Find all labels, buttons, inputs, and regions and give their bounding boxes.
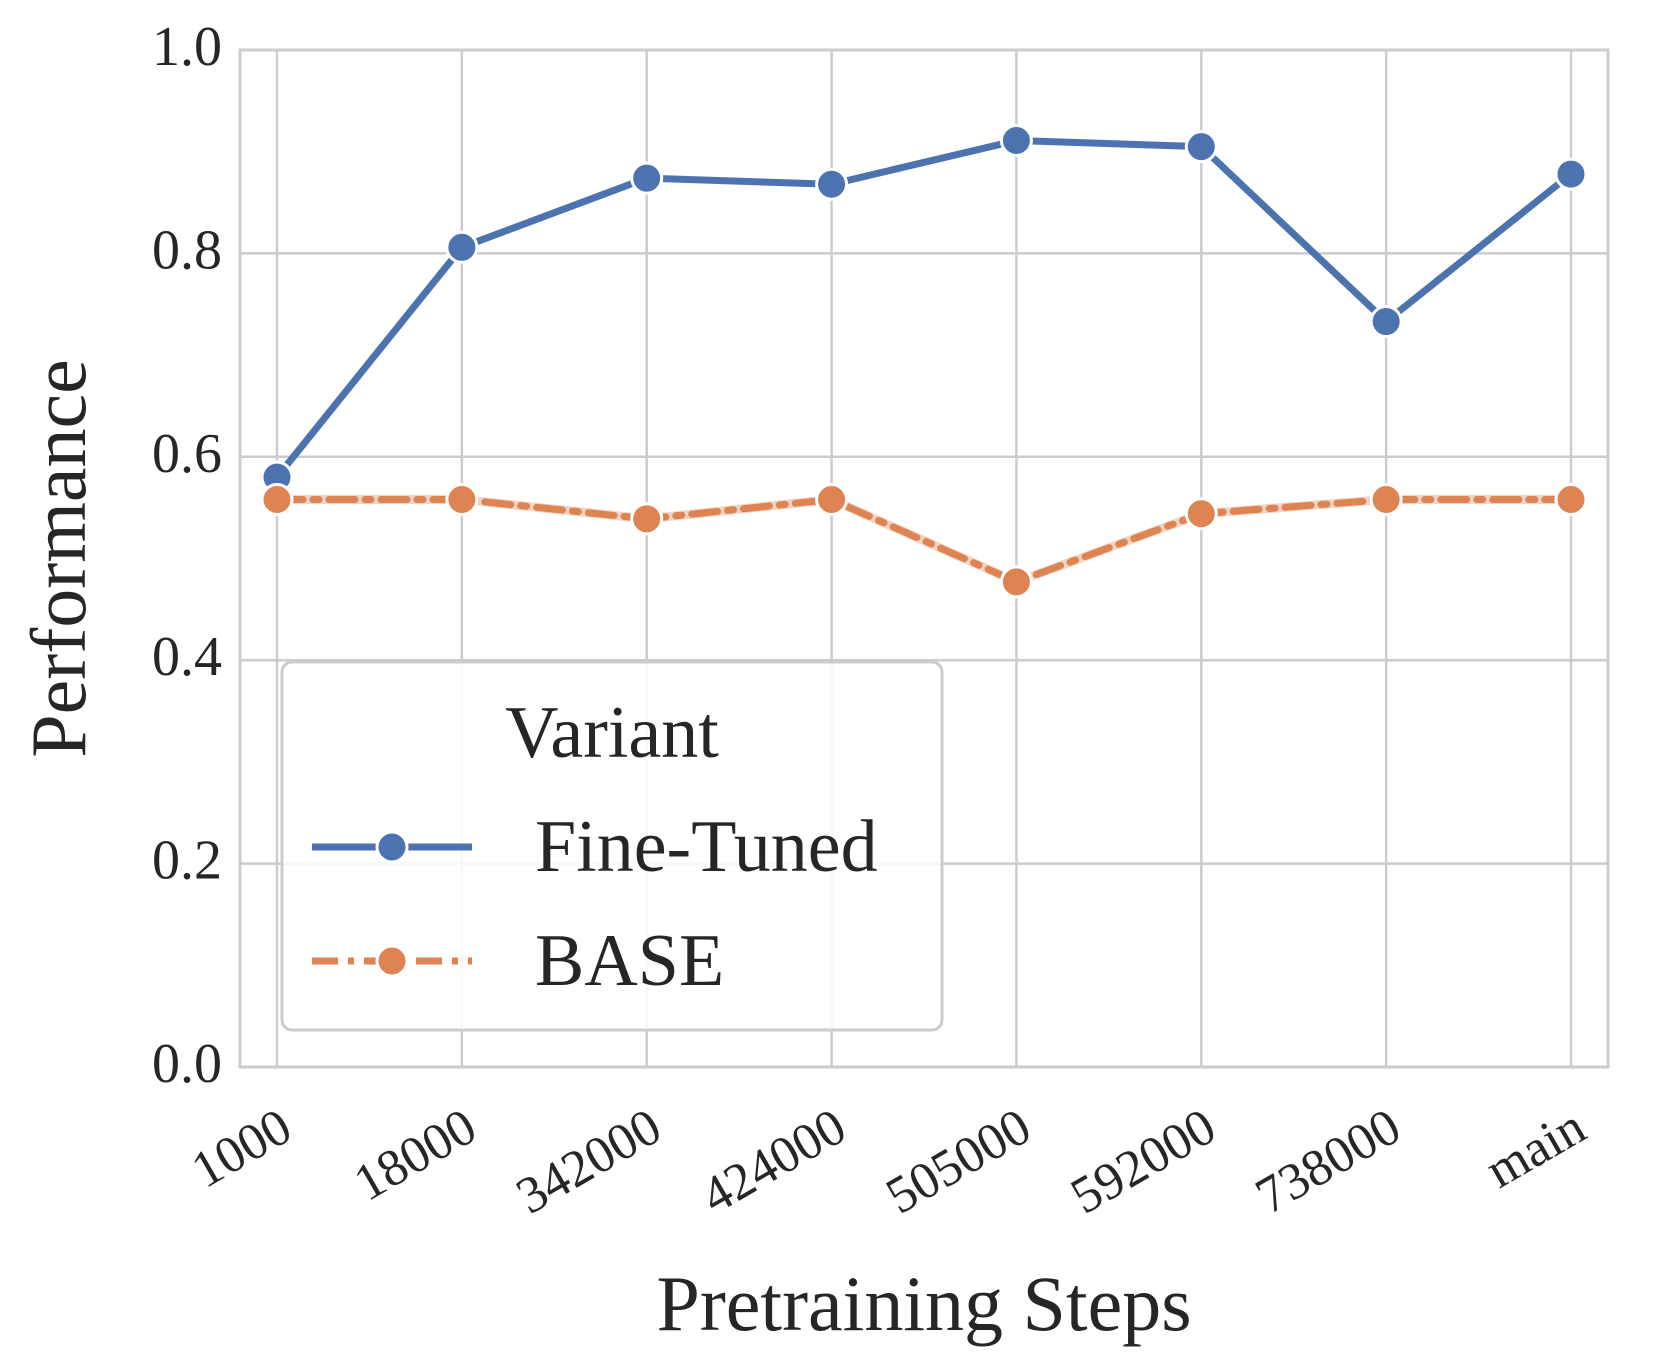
data-point [630,161,664,195]
x-tick-label: 738000 [1247,1098,1411,1225]
series-0 [260,124,1588,494]
legend: Variant Fine-Tuned BASE [280,660,944,1032]
x-tick-label: 1000 [182,1098,301,1199]
legend-entry: Fine-Tuned [312,806,878,888]
x-tick-label: 342000 [507,1098,671,1225]
legend-marker [375,830,409,864]
data-point [1184,130,1218,164]
legend-title: Variant [505,692,719,774]
data-point [815,167,849,201]
series-1 [260,483,1588,599]
data-point [1554,483,1588,517]
data-point [1369,483,1403,517]
x-tick-label: 18000 [345,1098,486,1212]
data-point [1554,157,1588,191]
data-point [1184,497,1218,531]
data-point [445,483,479,517]
y-tick-label: 0.6 [152,423,222,485]
data-point [630,502,664,536]
series-layer [260,124,1588,599]
data-point [1369,305,1403,339]
y-tick-label: 0.4 [152,626,222,688]
data-point [815,483,849,517]
data-point [999,565,1033,599]
series-line [273,496,1575,586]
x-tick-label: 592000 [1062,1098,1226,1225]
data-point [445,230,479,264]
legend-marker [375,944,409,978]
legend-label: Fine-Tuned [535,806,878,888]
y-axis-title: Performance [15,359,102,757]
x-axis-title: Pretraining Steps [656,1260,1191,1347]
legend-label: BASE [535,920,724,1002]
y-tick-label: 0.0 [152,1033,222,1095]
data-point [260,483,294,517]
plot-frame [238,48,1610,1069]
series-line [273,137,1575,481]
legend-entry: BASE [312,920,724,1002]
y-tick-label: 1.0 [152,16,222,78]
y-tick-label: 0.2 [152,830,222,892]
x-tick-label: 424000 [692,1098,856,1225]
legend-box [280,660,944,1032]
x-tick-label: main [1476,1098,1595,1199]
y-tick-label: 0.8 [152,219,222,281]
data-point [999,124,1033,158]
x-tick-label: 505000 [877,1098,1041,1225]
